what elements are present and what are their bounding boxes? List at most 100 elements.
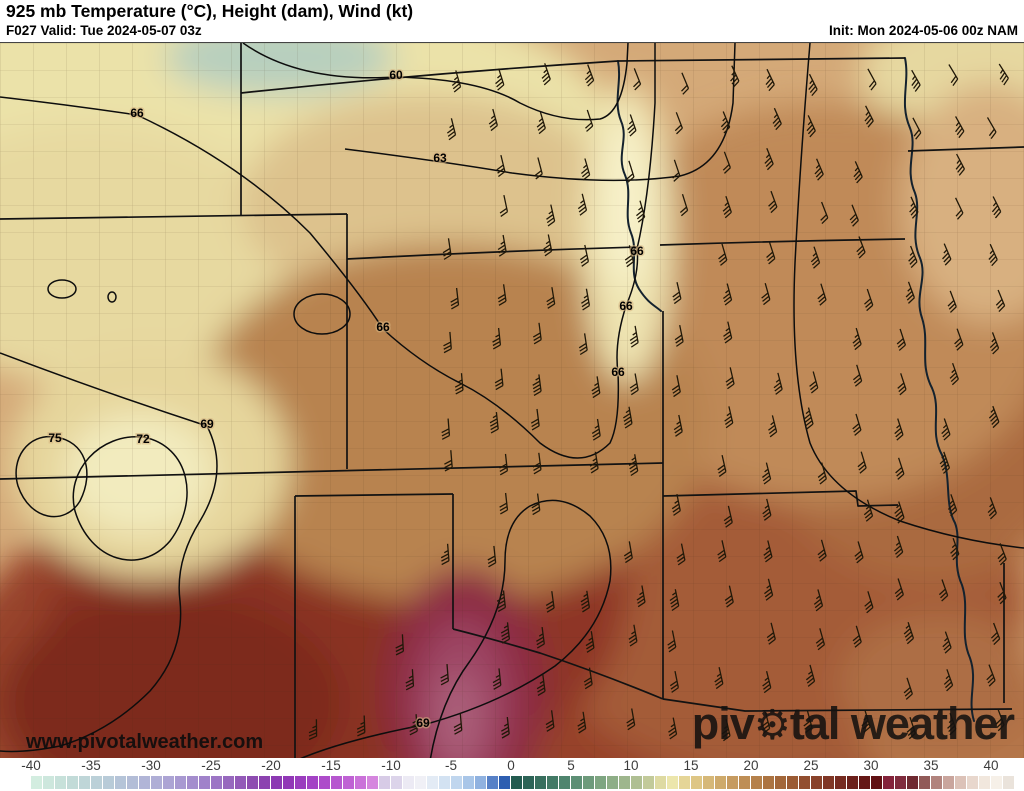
wind-barb [856,236,866,259]
wind-barb [995,708,1005,732]
missouri-river [616,60,662,312]
header-bar: 925 mb Temperature (°C), Height (dam), W… [0,0,1024,42]
colorbar-tick-label: 20 [743,758,759,773]
wind-barb [673,414,683,437]
colorbar-cell [247,776,259,789]
colorbar-cell [139,776,151,789]
wind-barb [955,197,964,220]
wind-barb [905,281,915,304]
colorbar-cell [691,776,703,789]
colorbar-cell [847,776,859,789]
colorbar-cell [547,776,559,789]
wind-barb [854,541,864,564]
state-borders [0,43,1024,760]
wind-barb [488,108,498,132]
colorbar-tick-label: 10 [623,758,639,773]
wind-barb [717,540,727,563]
colorbar-cell [391,776,403,789]
wind-barb [636,200,646,223]
colorbar-cell [499,776,511,789]
wind-barb [723,321,733,344]
wind-barb [990,622,1001,646]
colorbar-cell [715,776,727,789]
wind-barb [717,454,727,477]
wind-barb [947,494,958,517]
colorbar-tick-label: 35 [923,758,939,773]
colorbar-cell [31,776,43,789]
colorbar-tick-label: 25 [803,758,819,773]
wind-barb [986,664,996,687]
wind-barb [497,234,507,257]
init-time: Init: Mon 2024-05-06 00z NAM [828,23,1018,38]
wind-barb [806,115,816,138]
wind-barb [308,719,318,741]
wind-barb [949,362,959,386]
wind-barb [446,118,457,141]
wind-barb [676,543,686,566]
wind-barb [626,708,636,731]
colorbar-cell [319,776,331,789]
colorbar-cell [343,776,355,789]
colorbar-tick-label: -25 [201,758,221,773]
colorbar-cell [799,776,811,789]
wind-barb [911,69,921,92]
wind-barb [496,590,506,612]
wind-barb [988,405,1000,429]
wind-barb [950,537,960,561]
contour-label-60: 60 [389,68,403,82]
colorbar-cell [235,776,247,789]
wind-barb [852,625,862,648]
wind-barb [938,579,949,602]
colorbar-cell [151,776,163,789]
wind-barb [679,194,689,217]
colorbar-cell [487,776,499,789]
map-canvas: 60 63 66 66 66 66 66 69 69 72 75 www.pivotalweathe… [0,42,1024,760]
colorbar-cell [727,776,739,789]
wind-barb [671,493,681,516]
wind-barb [814,158,824,181]
wind-barb [622,406,633,429]
colorbar-cell [619,776,631,789]
wind-barb [546,204,556,227]
wind-barb [672,159,681,182]
gear-icon: ⚙ [753,702,791,748]
colorbar-cell [811,776,823,789]
county-lines [0,43,1024,760]
wind-barb [997,543,1007,566]
colorbar-cell [535,776,547,789]
wind-barb [864,288,874,312]
wind-barb [849,204,859,227]
colorbar-cell [559,776,571,789]
colorbar-cell [967,776,979,789]
wind-barb [943,669,954,692]
wind-barb [817,539,827,562]
wind-barb [585,631,595,653]
colorbar-cell [907,776,919,789]
contour-label-69: 69 [200,417,214,431]
wind-barb [765,68,775,92]
wind-barb [863,499,874,522]
colorbar-tick-label: -40 [21,758,41,773]
contour-label-63: 63 [433,151,447,165]
wind-barb [941,418,951,441]
wind-barb [492,327,502,350]
colorbar-cell [427,776,439,789]
wind-barb [852,327,862,351]
wind-barb [808,73,818,97]
colorbar-tick-label: 15 [683,758,699,773]
wind-barb [440,664,449,686]
brand-watermark: piv⚙tal weather [692,698,1015,750]
wind-barb [897,373,907,396]
wind-barb [441,418,451,440]
contour-label-66: 66 [130,106,144,120]
wind-barb [623,541,633,564]
wind-barb [852,364,863,387]
wind-barb [987,497,997,520]
wind-barb [499,194,509,217]
colorbar-cell [331,776,343,789]
wind-barb [730,65,740,88]
wind-barb [546,287,556,309]
wind-barb [577,711,587,734]
wind-barb [761,462,772,485]
colorbar-cell [223,776,235,789]
